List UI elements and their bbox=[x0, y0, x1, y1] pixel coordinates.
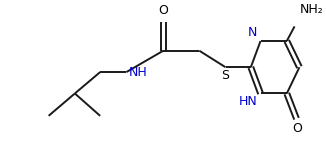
Text: O: O bbox=[292, 122, 303, 135]
Text: NH₂: NH₂ bbox=[299, 3, 323, 16]
Text: S: S bbox=[222, 69, 230, 82]
Text: HN: HN bbox=[239, 95, 258, 108]
Text: NH: NH bbox=[128, 66, 147, 79]
Text: O: O bbox=[158, 4, 168, 17]
Text: N: N bbox=[248, 26, 258, 39]
